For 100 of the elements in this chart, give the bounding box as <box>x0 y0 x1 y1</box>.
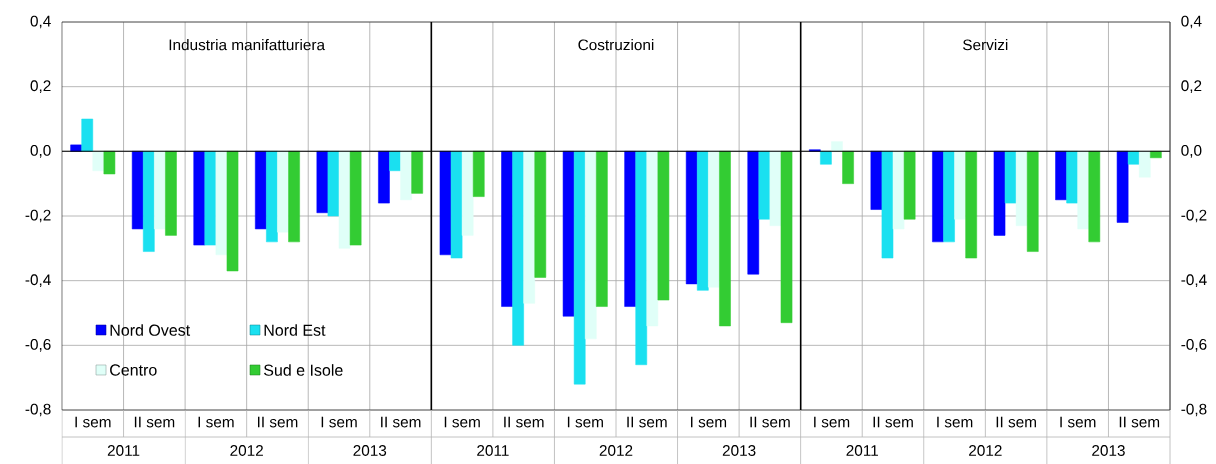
bar <box>193 151 206 246</box>
bar <box>411 151 423 194</box>
y-tick-label: -0,6 <box>25 339 51 352</box>
bar <box>596 151 608 307</box>
bar <box>142 151 155 252</box>
y2-tick-label: 0,0 <box>1181 145 1202 158</box>
bar <box>747 151 760 275</box>
bar <box>1055 151 1067 201</box>
x-tick-label: I sem <box>1060 416 1096 428</box>
bar <box>1116 151 1129 223</box>
bar <box>338 151 351 249</box>
bar <box>780 151 793 323</box>
y-tick-label: -0,8 <box>25 403 51 417</box>
x-tick-label: II sem <box>134 416 175 428</box>
bar <box>1127 151 1140 165</box>
bar <box>103 151 116 175</box>
annotation: Servizi <box>963 39 1008 51</box>
x-tick-label: I sem <box>75 416 111 428</box>
bar <box>842 151 854 184</box>
y2-tick-label: -0,8 <box>1181 403 1207 417</box>
y2-tick-label: -0,2 <box>1181 209 1207 223</box>
legend-label: Centro <box>110 364 157 376</box>
y2-tick-label: 0,4 <box>1181 15 1202 29</box>
x-tick-label: II sem <box>504 416 544 428</box>
bar <box>584 151 597 340</box>
x-tick-label: II sem <box>1119 416 1160 428</box>
text: 2012 <box>230 445 263 456</box>
y2-tick-label: -0,6 <box>1181 339 1207 352</box>
bar <box>70 144 82 152</box>
bar <box>719 151 731 327</box>
bar <box>204 151 217 246</box>
text: 2011 <box>107 445 140 456</box>
x-tick-label: I sem <box>937 416 973 428</box>
text: 2011 <box>477 445 509 456</box>
bar <box>215 151 228 256</box>
bar <box>696 151 709 291</box>
annotation: Industria manifatturiera <box>169 39 326 51</box>
y2-tick-label: 0,2 <box>1181 80 1202 94</box>
bar <box>562 151 575 317</box>
bar <box>439 151 452 256</box>
bar <box>892 151 905 230</box>
bar <box>92 151 105 172</box>
annotation: Costruzioni <box>578 39 654 51</box>
bar <box>769 151 782 226</box>
bar <box>1138 151 1151 178</box>
text: 2013 <box>1092 445 1125 456</box>
bar <box>512 151 524 346</box>
bar <box>461 151 474 236</box>
bar <box>255 151 267 230</box>
bar <box>646 151 659 327</box>
bar <box>635 151 648 366</box>
x-tick-label: II sem <box>750 416 790 428</box>
bar <box>154 151 166 230</box>
text: 2013 <box>722 445 756 456</box>
legend-label: Nord Ovest <box>110 324 191 336</box>
bar <box>943 151 955 243</box>
bar <box>81 118 94 152</box>
bar <box>226 151 239 272</box>
x-tick-label: II sem <box>258 416 298 428</box>
x-tick-label: I sem <box>321 416 357 428</box>
bar <box>708 151 720 288</box>
y-tick-label: -0,2 <box>25 209 51 223</box>
bar <box>903 151 916 220</box>
bar <box>1088 151 1101 243</box>
bar <box>881 151 894 259</box>
text: 2011 <box>846 445 878 456</box>
x-tick-label: I sem <box>444 416 480 428</box>
bar <box>954 151 966 220</box>
y-tick-label: -0,4 <box>25 274 51 288</box>
x-tick-label: II sem <box>627 416 667 428</box>
x-tick-label: II sem <box>381 416 421 428</box>
x-tick-label: I sem <box>691 416 727 428</box>
legend-label: Sud e Isole <box>264 364 343 376</box>
bar <box>131 151 144 230</box>
bar <box>993 151 1006 236</box>
x-tick-label: II sem <box>873 416 913 428</box>
text: 2013 <box>353 445 387 456</box>
x-tick-label: I sem <box>198 416 234 428</box>
x-tick-label: I sem <box>567 416 603 428</box>
bar <box>277 151 289 233</box>
bar <box>534 151 547 278</box>
bar <box>657 151 670 301</box>
bar <box>831 141 843 152</box>
text: 2012 <box>599 445 633 456</box>
bar <box>870 151 883 210</box>
bar <box>316 151 329 214</box>
bar <box>400 151 412 201</box>
bar <box>450 151 463 259</box>
bar <box>820 151 832 165</box>
bar <box>523 151 536 304</box>
bar <box>573 151 586 385</box>
x-tick-label: II sem <box>996 416 1036 428</box>
bar <box>932 151 944 243</box>
y-tick-label: 0,2 <box>30 80 51 94</box>
bar <box>1004 151 1017 204</box>
bar <box>758 151 771 220</box>
legend-label: Nord Est <box>264 324 326 336</box>
bar <box>349 151 362 246</box>
bar <box>389 151 401 172</box>
y-tick-label: 0,4 <box>30 15 51 29</box>
